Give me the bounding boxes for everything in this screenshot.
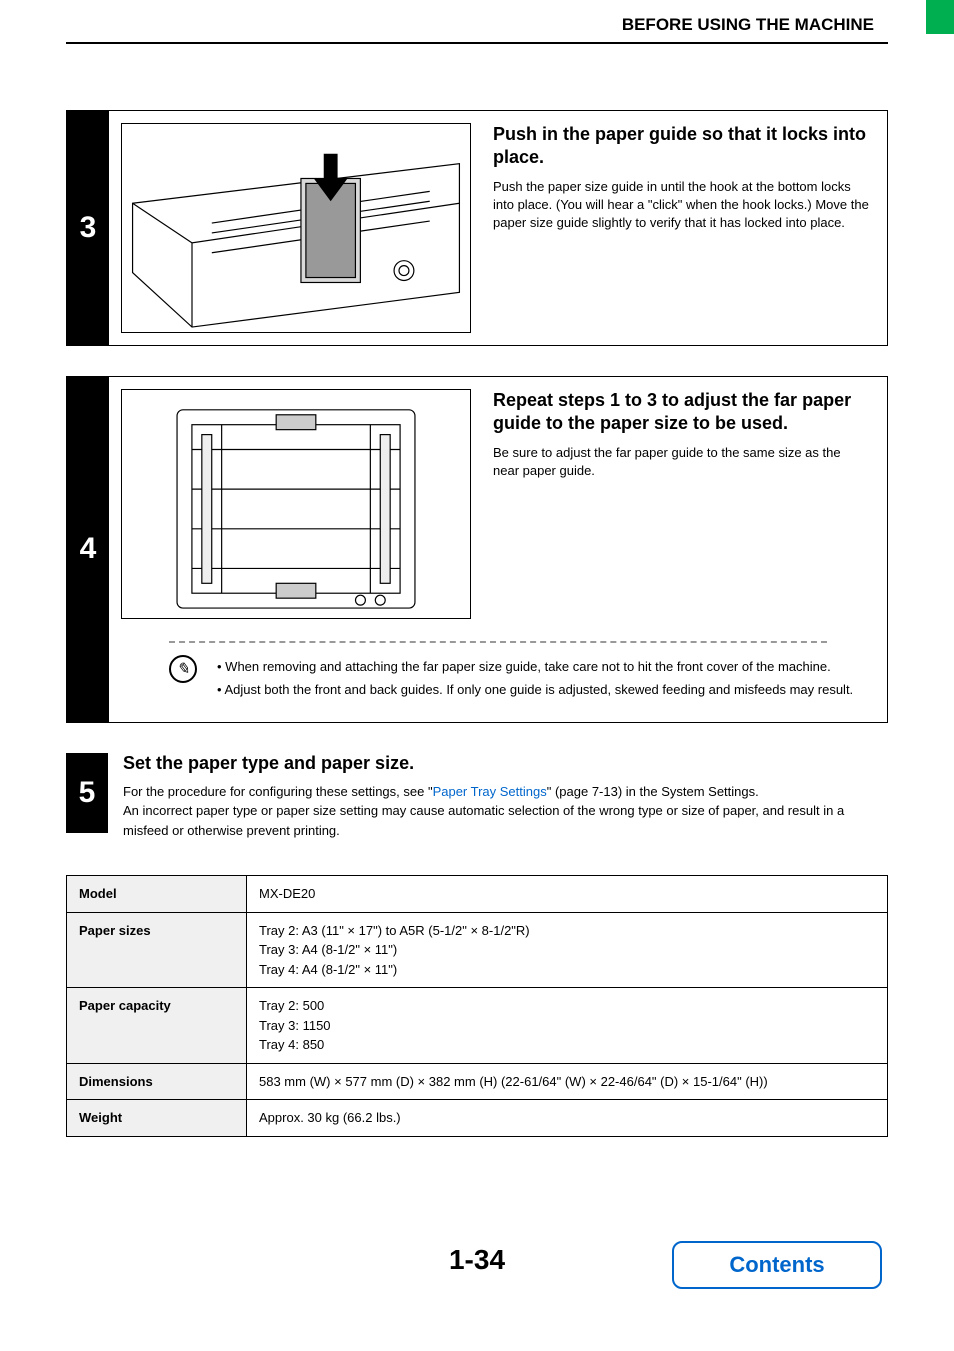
step-4-block: 4 [66, 376, 888, 723]
header-accent-bar [926, 0, 954, 34]
step-5-desc-pre: For the procedure for configuring these … [123, 784, 433, 799]
spec-capacity-l2: Tray 3: 1150 [259, 1018, 331, 1033]
table-row: Paper capacity Tray 2: 500 Tray 3: 1150 … [67, 988, 888, 1064]
step-3-body: Push in the paper guide so that it locks… [109, 111, 887, 345]
spec-dimensions-value: 583 mm (W) × 577 mm (D) × 382 mm (H) (22… [247, 1063, 888, 1100]
spec-model-value: MX-DE20 [247, 876, 888, 913]
note-list: When removing and attaching the far pape… [217, 655, 853, 702]
spec-sizes-l3: Tray 4: A4 (8-1/2" × 11") [259, 962, 397, 977]
spec-table: Model MX-DE20 Paper sizes Tray 2: A3 (11… [66, 875, 888, 1137]
step-4-top: Repeat steps 1 to 3 to adjust the far pa… [109, 377, 887, 631]
table-row: Model MX-DE20 [67, 876, 888, 913]
table-row: Paper sizes Tray 2: A3 (11" × 17") to A5… [67, 912, 888, 988]
step-4-notes: ✎ When removing and attaching the far pa… [109, 655, 887, 722]
step-5-number: 5 [66, 753, 108, 833]
spec-capacity-l3: Tray 4: 850 [259, 1037, 324, 1052]
spec-sizes-label: Paper sizes [67, 912, 247, 988]
spec-sizes-l2: Tray 3: A4 (8-1/2" × 11") [259, 942, 397, 957]
spec-sizes-l1: Tray 2: A3 (11" × 17") to A5R (5-1/2" × … [259, 923, 530, 938]
note-item-1: When removing and attaching the far pape… [217, 655, 853, 678]
paper-tray-settings-link[interactable]: Paper Tray Settings [433, 784, 547, 799]
spec-dimensions-label: Dimensions [67, 1063, 247, 1100]
page-header-title: BEFORE USING THE MACHINE [622, 15, 874, 35]
spec-model-label: Model [67, 876, 247, 913]
step-3-figure [121, 123, 471, 333]
step-3-number: 3 [67, 111, 109, 345]
spec-sizes-value: Tray 2: A3 (11" × 17") to A5R (5-1/2" × … [247, 912, 888, 988]
spec-capacity-l1: Tray 2: 500 [259, 998, 324, 1013]
spec-weight-value: Approx. 30 kg (66.2 lbs.) [247, 1100, 888, 1137]
spec-capacity-label: Paper capacity [67, 988, 247, 1064]
step-5-desc: For the procedure for configuring these … [123, 782, 888, 841]
step-4-heading: Repeat steps 1 to 3 to adjust the far pa… [493, 389, 869, 436]
spec-capacity-value: Tray 2: 500 Tray 3: 1150 Tray 4: 850 [247, 988, 888, 1064]
step-3-desc: Push the paper size guide in until the h… [493, 178, 869, 233]
step-5-block: 5 Set the paper type and paper size. For… [66, 753, 888, 841]
step-4-text: Repeat steps 1 to 3 to adjust the far pa… [483, 377, 887, 631]
table-row: Weight Approx. 30 kg (66.2 lbs.) [67, 1100, 888, 1137]
step-5-heading: Set the paper type and paper size. [123, 753, 888, 774]
contents-button[interactable]: Contents [672, 1241, 882, 1289]
step-4-body: Repeat steps 1 to 3 to adjust the far pa… [109, 377, 887, 722]
step-4-number: 4 [67, 377, 109, 722]
table-row: Dimensions 583 mm (W) × 577 mm (D) × 382… [67, 1063, 888, 1100]
step-4-desc: Be sure to adjust the far paper guide to… [493, 444, 869, 480]
step-3-heading: Push in the paper guide so that it locks… [493, 123, 869, 170]
header-rule [66, 42, 888, 44]
step-4-divider [169, 641, 827, 643]
note-icon: ✎ [169, 655, 197, 683]
step-3-text: Push in the paper guide so that it locks… [483, 111, 887, 345]
step-4-figure [121, 389, 471, 619]
main-content: 3 Push in t [66, 110, 888, 1137]
step-5-text: Set the paper type and paper size. For t… [123, 753, 888, 841]
spec-weight-label: Weight [67, 1100, 247, 1137]
note-item-2: Adjust both the front and back guides. I… [217, 678, 853, 701]
step-3-block: 3 Push in t [66, 110, 888, 346]
